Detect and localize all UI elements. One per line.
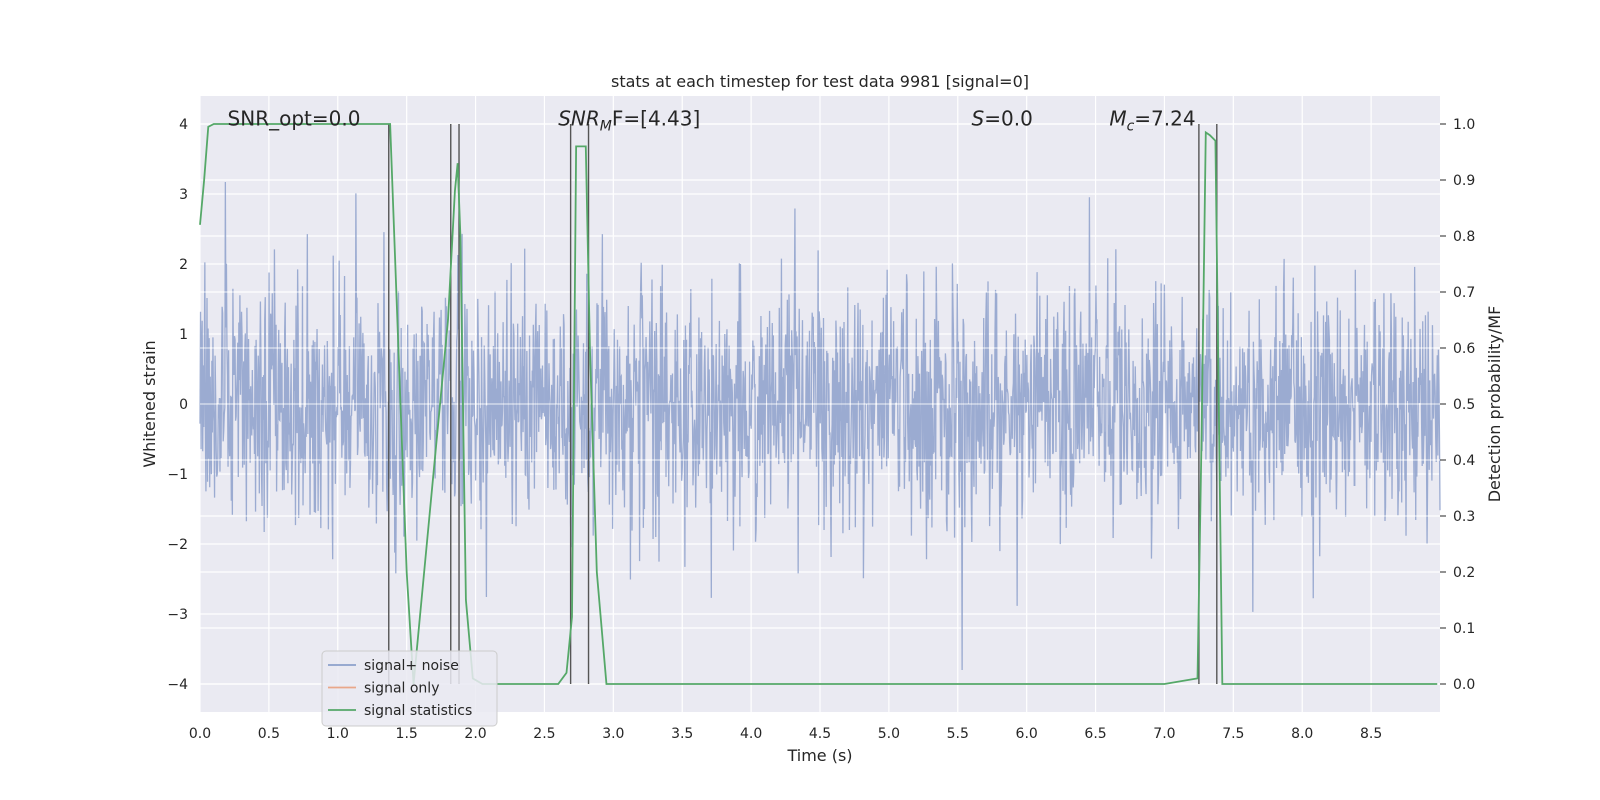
y2-tick-label: 0.8 [1453, 229, 1475, 245]
y2-axis-ticks: 0.0 0.1 0.2 0.3 0.4 0.5 0.6 0.7 0.8 0.9 1.0 [1440, 117, 1475, 693]
x-tick-label: 3.5 [671, 726, 693, 742]
legend: signal+ noise signal only signal statistic… [321, 650, 498, 727]
y-tick-label: 3 [179, 187, 188, 203]
x-tick-label: 1.5 [396, 726, 418, 742]
y-tick-label: −2 [167, 537, 188, 553]
x-tick-label: 0.0 [189, 726, 211, 742]
y-axis-ticks: −4 −3 −2 −1 0 1 2 3 4 [167, 117, 188, 693]
y2-tick-label: 0.9 [1453, 173, 1475, 189]
x-tick-label: 5.5 [947, 726, 969, 742]
annotation-3: Mc=7.24 [1109, 107, 1195, 135]
y2-tick-label: 0.6 [1453, 341, 1475, 357]
x-tick-label: 7.5 [1222, 726, 1244, 742]
x-axis-ticks: 0.0 0.5 1.0 1.5 2.0 2.5 3.0 3.5 4.0 4.5 5.0 5.5 6.0 6… [189, 726, 1382, 742]
y-tick-label: 0 [179, 397, 188, 413]
legend-label-1: signal only [364, 681, 439, 697]
x-tick-label: 2.0 [464, 726, 486, 742]
x-tick-label: 3.0 [602, 726, 624, 742]
y2-tick-label: 0.7 [1453, 285, 1475, 301]
series-signal-noise [199, 181, 1441, 671]
y2-axis-label: Detection probability/MF [1485, 306, 1504, 503]
x-tick-label: 7.0 [1153, 726, 1175, 742]
y2-tick-label: 0.3 [1453, 509, 1475, 525]
y-tick-label: 4 [179, 117, 188, 133]
x-tick-label: 8.5 [1360, 726, 1382, 742]
y2-tick-label: 0.4 [1453, 453, 1475, 469]
y-tick-label: −1 [167, 467, 188, 483]
y2-tick-label: 0.1 [1453, 621, 1475, 637]
y-axis-label: Whitened strain [140, 340, 159, 467]
legend-label-2: signal statistics [364, 703, 472, 719]
series-signal-statistics [199, 123, 1438, 685]
x-tick-label: 5.0 [878, 726, 900, 742]
x-tick-label: 8.0 [1291, 726, 1313, 742]
annotation-2: S=0.0 [972, 107, 1033, 131]
y2-tick-label: 0.5 [1453, 397, 1475, 413]
y-tick-label: −4 [167, 677, 188, 693]
y2-tick-label: 1.0 [1453, 117, 1475, 133]
x-tick-label: 0.5 [258, 726, 280, 742]
x-tick-label: 6.0 [1016, 726, 1038, 742]
x-tick-label: 6.5 [1084, 726, 1106, 742]
y-tick-label: −3 [167, 607, 188, 623]
noise-line [199, 181, 1441, 671]
x-axis-label: Time (s) [786, 746, 852, 765]
y-tick-label: 2 [179, 257, 188, 273]
y2-tick-label: 0.2 [1453, 565, 1475, 581]
legend-label-0: signal+ noise [364, 658, 459, 674]
annotations: SNR_opt=0.0 SNRMF=[4.43] S=0.0 Mc=7.24 [228, 107, 1196, 135]
x-tick-label: 1.0 [327, 726, 349, 742]
annotation-0: SNR_opt=0.0 [228, 107, 361, 131]
signal-statistics-line [199, 123, 1438, 685]
legend-box [321, 650, 498, 727]
chart-title: stats at each timestep for test data 998… [611, 72, 1029, 91]
annotation-1: SNRMF=[4.43] [558, 107, 700, 135]
x-tick-label: 4.5 [809, 726, 831, 742]
x-tick-label: 2.5 [533, 726, 555, 742]
y2-tick-label: 0.0 [1453, 677, 1475, 693]
x-tick-label: 4.0 [740, 726, 762, 742]
y-tick-label: 1 [179, 327, 188, 343]
